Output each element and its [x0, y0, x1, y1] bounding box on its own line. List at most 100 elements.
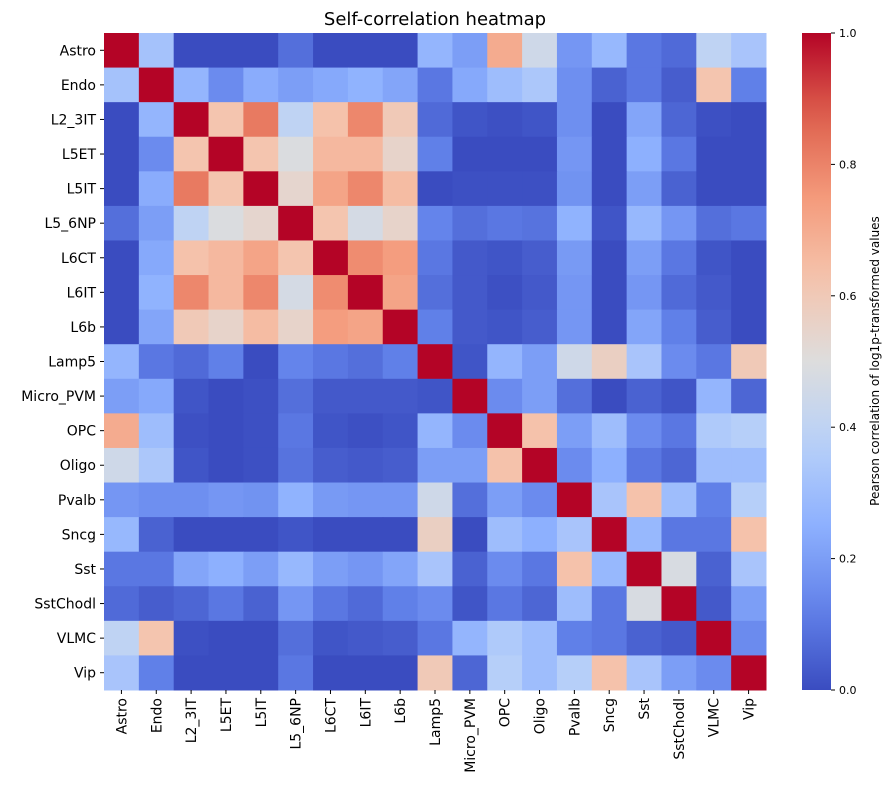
heatmap-cell-L5_6NP-L6CT — [313, 205, 349, 241]
heatmap-cell-Sst-L5_6NP — [278, 551, 314, 587]
heatmap-cell-Pvalb-Sncg — [591, 482, 628, 518]
heatmap-cell-SstChodl-OPC — [487, 586, 523, 622]
heatmap-cell-L5ET-OPC — [487, 136, 523, 172]
heatmap-cell-VLMC-L2_3IT — [173, 620, 210, 656]
row-label: Sst — [74, 562, 96, 578]
heatmap-cell-SstChodl-Endo — [138, 586, 175, 622]
heatmap-cell-L5IT-Sncg — [591, 171, 628, 207]
heatmap-cell-Micro_PVM-L5_6NP — [278, 378, 314, 414]
heatmap-cell-Sst-Pvalb — [556, 551, 593, 587]
heatmap-cell-L6CT-Lamp5 — [417, 240, 453, 276]
heatmap-cell-Endo-Lamp5 — [417, 67, 453, 103]
heatmap-cell-L5IT-VLMC — [696, 171, 732, 207]
heatmap-cell-Vip-VLMC — [696, 655, 732, 691]
column-label: Astro — [114, 698, 130, 734]
heatmap-cell-L5IT-L5_6NP — [278, 171, 314, 207]
heatmap-cell-L5_6NP-VLMC — [696, 205, 732, 241]
heatmap-cell-L6b-L5ET — [208, 309, 244, 345]
heatmap-cell-Endo-L6CT — [313, 67, 349, 103]
heatmap-cell-L5ET-Oligo — [522, 136, 558, 172]
heatmap-cell-L5_6NP-Astro — [104, 205, 140, 241]
heatmap-cell-Lamp5-Pvalb — [556, 344, 593, 380]
colorbar — [802, 33, 831, 690]
row-label: Sncg — [62, 527, 96, 543]
heatmap-cells — [104, 33, 767, 691]
heatmap-cell-Micro_PVM-L5ET — [208, 378, 244, 414]
heatmap-cell-Micro_PVM-Vip — [731, 378, 767, 414]
heatmap-cell-Sst-OPC — [487, 551, 523, 587]
heatmap-cell-Sncg-Micro_PVM — [452, 517, 488, 553]
heatmap-cell-OPC-Sncg — [591, 413, 628, 449]
heatmap-cell-Endo-Pvalb — [556, 67, 593, 103]
heatmap-cell-Astro-L5IT — [243, 33, 279, 69]
heatmap-cell-OPC-Pvalb — [556, 413, 593, 449]
heatmap-cell-L5IT-L6IT — [347, 171, 384, 207]
heatmap-cell-Sst-L2_3IT — [173, 551, 210, 587]
heatmap-cell-L6IT-L5ET — [208, 275, 244, 311]
heatmap-cell-Oligo-Endo — [138, 447, 175, 484]
heatmap-cell-Lamp5-L6CT — [313, 344, 349, 380]
heatmap-cell-L2_3IT-L5_6NP — [278, 102, 314, 138]
row-label: L6IT — [67, 285, 97, 301]
column-label: SstChodl — [672, 698, 688, 760]
heatmap-cell-L6IT-Astro — [104, 275, 140, 311]
column-label: Oligo — [533, 698, 549, 734]
heatmap-cell-Endo-SstChodl — [661, 67, 697, 103]
heatmap-cell-L2_3IT-OPC — [487, 102, 523, 138]
heatmap-cell-VLMC-Pvalb — [556, 620, 593, 656]
heatmap-cell-L2_3IT-L6IT — [347, 102, 384, 138]
colorbar-tick-label: 0.4 — [839, 421, 857, 434]
heatmap-cell-Endo-OPC — [487, 67, 523, 103]
heatmap-cell-Endo-Micro_PVM — [452, 67, 488, 103]
column-label: OPC — [498, 698, 514, 727]
heatmap-cell-Vip-Lamp5 — [417, 655, 453, 691]
heatmap-cell-Micro_PVM-Sst — [626, 378, 662, 414]
heatmap-cell-Lamp5-Micro_PVM — [452, 344, 488, 380]
heatmap-cell-L5IT-Vip — [731, 171, 767, 207]
heatmap-cell-Pvalb-Sst — [626, 482, 662, 518]
heatmap-cell-VLMC-Endo — [138, 620, 175, 656]
heatmap-cell-Pvalb-Oligo — [522, 482, 558, 518]
heatmap-cell-L2_3IT-Endo — [138, 102, 175, 138]
heatmap-cell-Vip-L6IT — [347, 655, 384, 691]
heatmap-cell-L5_6NP-OPC — [487, 205, 523, 241]
heatmap-cell-SstChodl-SstChodl — [661, 586, 697, 622]
heatmap-cell-Micro_PVM-Endo — [138, 378, 175, 414]
heatmap-cell-Endo-Astro — [104, 67, 140, 103]
heatmap-cell-L5_6NP-Micro_PVM — [452, 205, 488, 241]
heatmap-cell-Sst-L5IT — [243, 551, 279, 587]
heatmap-cell-L2_3IT-SstChodl — [661, 102, 697, 138]
heatmap-cell-Lamp5-Sncg — [591, 344, 628, 380]
heatmap-cell-Sst-Sncg — [591, 551, 628, 587]
heatmap-cell-SstChodl-VLMC — [696, 586, 732, 622]
heatmap-cell-Lamp5-L6IT — [347, 344, 384, 380]
heatmap-cell-Pvalb-SstChodl — [661, 482, 697, 518]
heatmap-cell-Lamp5-Vip — [731, 344, 767, 380]
heatmap-cell-OPC-SstChodl — [661, 413, 697, 449]
heatmap-cell-Lamp5-Oligo — [522, 344, 558, 380]
heatmap-cell-Oligo-Sncg — [591, 447, 628, 484]
heatmap-cell-L6IT-Lamp5 — [417, 275, 453, 311]
heatmap-cell-Pvalb-OPC — [487, 482, 523, 518]
heatmap-cell-Astro-Micro_PVM — [452, 33, 488, 69]
heatmap-cell-Sncg-Vip — [731, 517, 767, 553]
heatmap-cell-Micro_PVM-OPC — [487, 378, 523, 414]
heatmap-cell-SstChodl-Vip — [731, 586, 767, 622]
heatmap-cell-Micro_PVM-L6b — [382, 378, 419, 414]
column-label: VLMC — [707, 698, 723, 737]
heatmap-cell-Oligo-L6CT — [313, 447, 349, 484]
column-label: L6IT — [358, 698, 374, 728]
heatmap-cell-L6IT-SstChodl — [661, 275, 697, 311]
heatmap-cell-L6CT-L6CT — [313, 240, 349, 276]
heatmap-cell-Pvalb-VLMC — [696, 482, 732, 518]
row-label: Micro_PVM — [21, 389, 96, 405]
heatmap-cell-Micro_PVM-L6IT — [347, 378, 384, 414]
heatmap-cell-L6IT-L2_3IT — [173, 275, 210, 311]
heatmap-cell-L6CT-SstChodl — [661, 240, 697, 276]
heatmap-cell-L5_6NP-SstChodl — [661, 205, 697, 241]
heatmap-cell-L5IT-Astro — [104, 171, 140, 207]
heatmap-cell-L5IT-Lamp5 — [417, 171, 453, 207]
row-label: L5IT — [67, 182, 97, 198]
colorbar-tick-label: 0.0 — [839, 684, 857, 697]
heatmap-cell-Sst-Sst — [626, 551, 662, 587]
